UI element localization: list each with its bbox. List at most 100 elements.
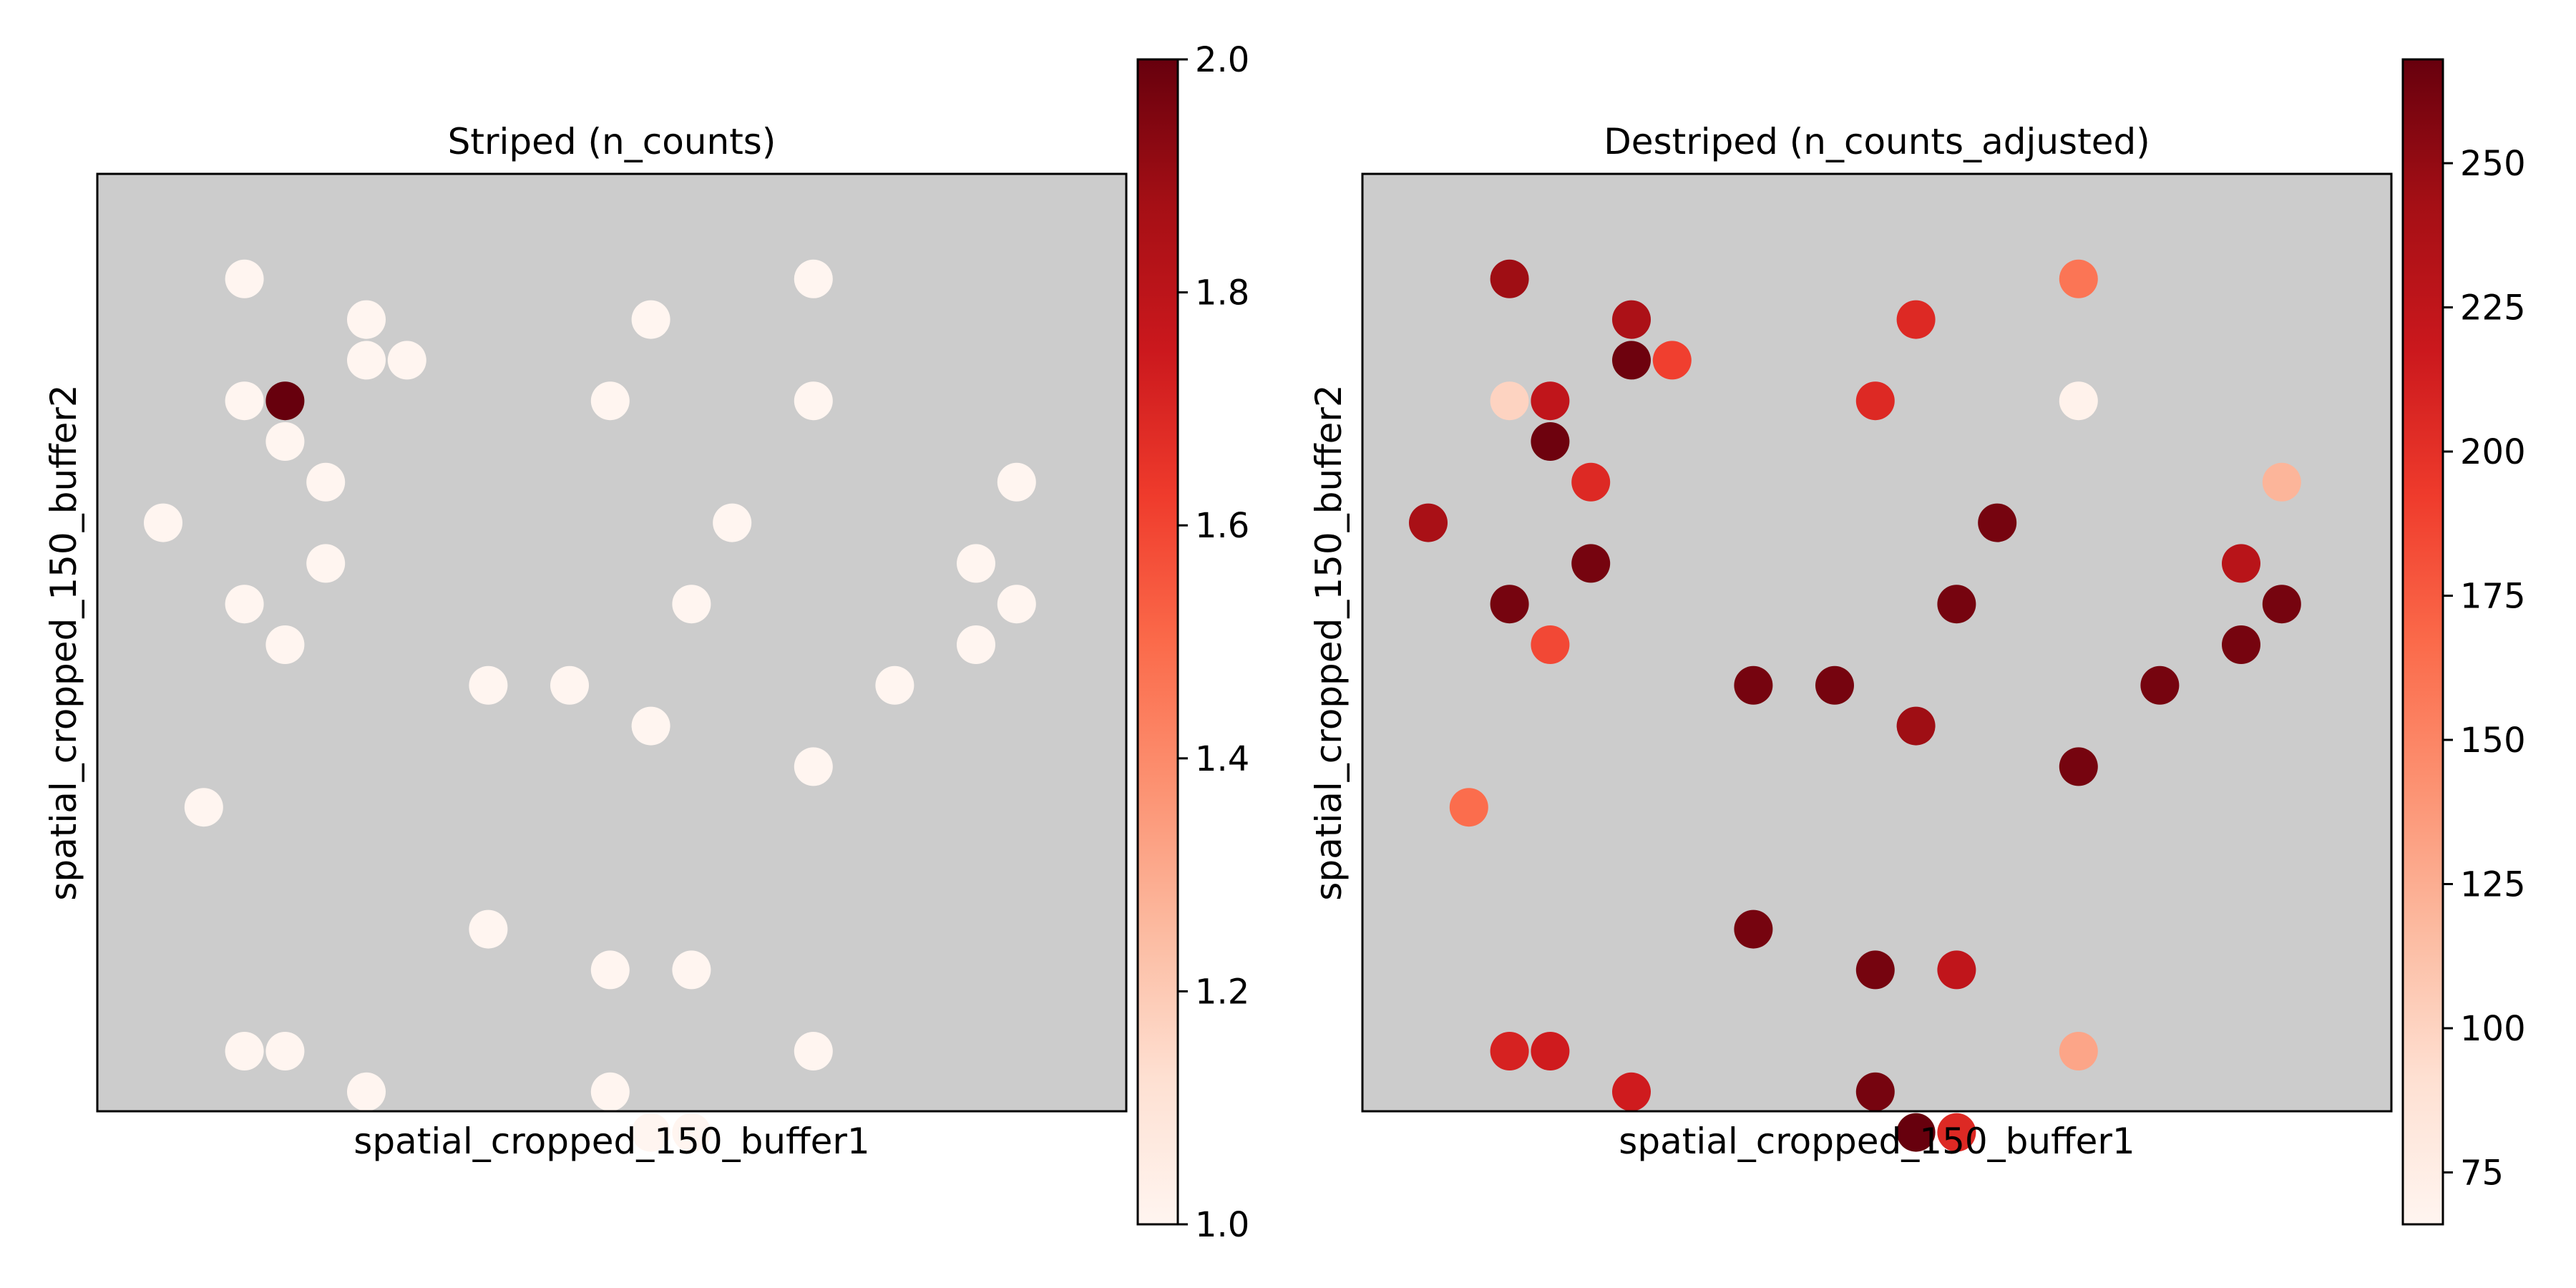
scatter-point bbox=[225, 381, 264, 421]
scatter-point bbox=[794, 1032, 833, 1070]
scatter-points bbox=[144, 259, 1036, 1152]
scatter-point bbox=[1490, 381, 1529, 421]
colorbar-tick-label: 150 bbox=[2460, 721, 2526, 761]
colorbar-tick-label: 250 bbox=[2460, 144, 2526, 184]
scatter-point bbox=[1612, 1072, 1651, 1111]
scatter-point bbox=[1449, 788, 1488, 827]
scatter-point bbox=[225, 585, 264, 624]
scatter-point bbox=[957, 544, 995, 583]
scatter-point bbox=[1490, 585, 1529, 624]
scatter-point bbox=[2262, 585, 2301, 624]
scatter-point bbox=[2222, 625, 2260, 664]
colorbar-tick-label: 75 bbox=[2460, 1153, 2504, 1193]
scatter-point bbox=[1937, 1113, 1976, 1152]
scatter-point bbox=[1531, 1032, 1570, 1070]
scatter-point bbox=[997, 462, 1036, 502]
x-axis-label: spatial_cropped_150_buffer1 bbox=[1619, 1121, 2135, 1162]
scatter-point bbox=[347, 1072, 386, 1111]
scatter-point bbox=[794, 259, 833, 298]
scatter-point bbox=[1490, 1032, 1529, 1070]
scatter-point bbox=[875, 665, 914, 705]
scatter-point bbox=[1896, 300, 1936, 339]
scatter-point bbox=[184, 788, 223, 827]
colorbar-ticks: 75 100 125 150 175 200 225 250 bbox=[2443, 144, 2526, 1193]
colorbar-tick-label: 225 bbox=[2460, 288, 2526, 328]
scatter-point bbox=[1531, 422, 1570, 461]
colorbar-tick-label: 1.2 bbox=[1195, 972, 1249, 1012]
scatter-point bbox=[1531, 625, 1570, 664]
scatter-point bbox=[1490, 259, 1529, 298]
scatter-point bbox=[590, 950, 630, 990]
scatter-point bbox=[631, 706, 670, 746]
plot-area-frame bbox=[1361, 172, 2393, 1113]
scatter-point bbox=[590, 1072, 630, 1111]
scatter-point bbox=[997, 585, 1036, 624]
scatter-point bbox=[1612, 341, 1651, 380]
colorbar-tick-label: 100 bbox=[2460, 1009, 2526, 1049]
colorbar-tick-label: 1.0 bbox=[1195, 1205, 1249, 1245]
scatter-point bbox=[1855, 1072, 1895, 1111]
scatter-point bbox=[225, 1032, 264, 1070]
scatter-point bbox=[631, 1113, 670, 1152]
scatter-point bbox=[2059, 381, 2098, 421]
scatter-point bbox=[265, 422, 305, 461]
scatter-point bbox=[306, 544, 346, 583]
scatter-point bbox=[1937, 585, 1976, 624]
scatter-point bbox=[265, 1032, 305, 1070]
colorbar-tick-label: 1.8 bbox=[1195, 273, 1249, 313]
scatter-point bbox=[1937, 950, 1976, 990]
scatter-point bbox=[265, 625, 305, 664]
scatter-point bbox=[144, 503, 182, 542]
scatter-point bbox=[672, 950, 711, 990]
scatter-point bbox=[1409, 503, 1448, 542]
scatter-point bbox=[550, 665, 589, 705]
chart-title: Destriped (n_counts_adjusted) bbox=[1604, 121, 2150, 162]
x-axis-label: spatial_cropped_150_buffer1 bbox=[353, 1121, 869, 1162]
scatter-point bbox=[347, 341, 386, 380]
scatter-point bbox=[1815, 665, 1854, 705]
scatter-point bbox=[794, 381, 833, 421]
colorbar bbox=[2401, 58, 2444, 1226]
scatter-point bbox=[1571, 462, 1611, 502]
scatter-point bbox=[1896, 706, 1936, 746]
scatter-point bbox=[631, 300, 670, 339]
scatter-point bbox=[2059, 1032, 2098, 1070]
colorbar-tick-label: 125 bbox=[2460, 864, 2526, 904]
scatter-point bbox=[672, 585, 711, 624]
scatter-point bbox=[1978, 503, 2017, 542]
scatter-point bbox=[2262, 462, 2301, 502]
scatter-point bbox=[469, 909, 508, 949]
scatter-point bbox=[1571, 544, 1611, 583]
scatter-point bbox=[1612, 300, 1651, 339]
scatter-point bbox=[672, 1113, 711, 1152]
scatter-point bbox=[2059, 747, 2098, 786]
chart-title: Striped (n_counts) bbox=[448, 121, 776, 162]
y-axis-label: spatial_cropped_150_buffer2 bbox=[43, 384, 84, 900]
scatter-point bbox=[2222, 544, 2260, 583]
scatter-point bbox=[957, 625, 995, 664]
plot-area-frame bbox=[96, 172, 1128, 1113]
scatter-point bbox=[2140, 665, 2180, 705]
scatter-point bbox=[713, 503, 752, 542]
scatter-point bbox=[1531, 381, 1570, 421]
scatter-point bbox=[2059, 259, 2098, 298]
colorbar-tick-label: 200 bbox=[2460, 432, 2526, 472]
scatter-point bbox=[347, 300, 386, 339]
scatter-point bbox=[306, 462, 346, 502]
colorbar-tick-label: 1.6 bbox=[1195, 506, 1249, 546]
scatter-point bbox=[1855, 381, 1895, 421]
scatter-point bbox=[225, 259, 264, 298]
scatter-point bbox=[1652, 341, 1692, 380]
scatter-point bbox=[1734, 665, 1773, 705]
colorbar-tick-label: 2.0 bbox=[1195, 40, 1249, 80]
scatter-point bbox=[1734, 909, 1773, 949]
scatter-point bbox=[794, 747, 833, 786]
y-axis-label: spatial_cropped_150_buffer2 bbox=[1308, 384, 1350, 900]
scatter-point bbox=[387, 341, 426, 380]
colorbar-ticks: 1.0 1.2 1.4 1.6 1.8 2.0 bbox=[1178, 40, 1249, 1245]
scatter-point bbox=[1855, 950, 1895, 990]
scatter-point bbox=[590, 381, 630, 421]
scatter-point bbox=[1896, 1113, 1936, 1152]
scatter-point bbox=[469, 665, 508, 705]
